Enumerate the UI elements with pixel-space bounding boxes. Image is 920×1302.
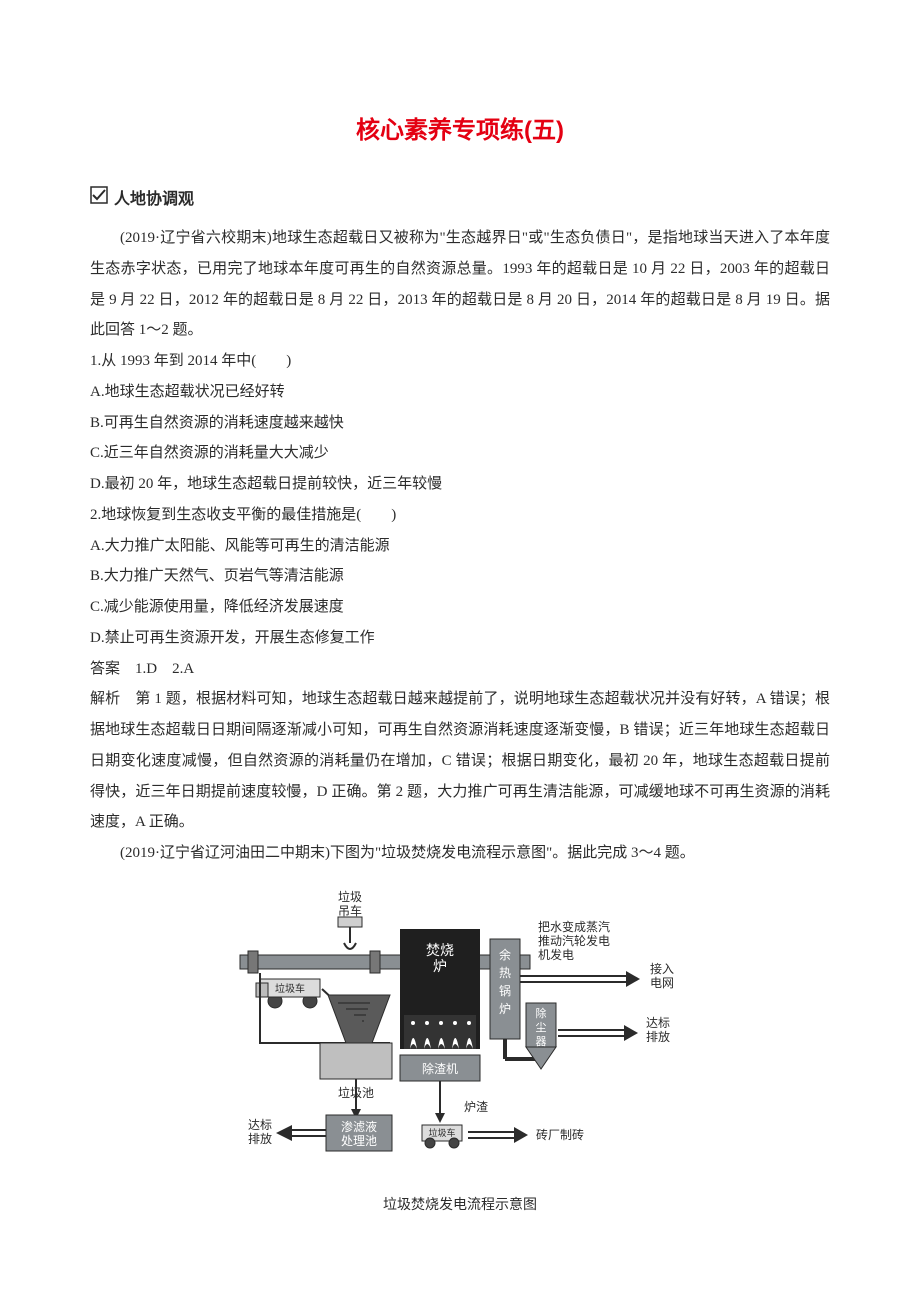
svg-text:把水变成蒸汽: 把水变成蒸汽 (538, 919, 610, 934)
q1-option-a: A.地球生态超载状况已经好转 (90, 377, 830, 408)
svg-text:尘: 尘 (536, 1021, 547, 1034)
page-title: 核心素养专项练(五) (90, 110, 830, 145)
svg-text:达标: 达标 (646, 1016, 670, 1030)
q2-option-d: D.禁止可再生资源开发，开展生态修复工作 (90, 623, 830, 654)
svg-text:炉: 炉 (499, 1002, 511, 1016)
svg-text:处理池: 处理池 (341, 1134, 377, 1148)
svg-text:焚烧: 焚烧 (426, 943, 454, 959)
waste-incineration-diagram: 垃圾吊车垃圾车垃圾池焚烧炉除渣机余热锅炉把水变成蒸汽推动汽轮发电机发电接入电网除… (220, 883, 700, 1183)
q1-option-b: B.可再生自然资源的消耗速度越来越快 (90, 408, 830, 439)
q2-stem: 2.地球恢复到生态收支平衡的最佳措施是( ) (90, 500, 830, 531)
q2-option-b: B.大力推广天然气、页岩气等清洁能源 (90, 561, 830, 592)
svg-text:排放: 排放 (248, 1131, 272, 1146)
svg-text:除渣机: 除渣机 (422, 1061, 458, 1076)
diagram-caption: 垃圾焚烧发电流程示意图 (90, 1194, 830, 1214)
q2-option-a: A.大力推广太阳能、风能等可再生的清洁能源 (90, 531, 830, 562)
q1-option-d: D.最初 20 年，地球生态超载日提前较快，近三年较慢 (90, 469, 830, 500)
svg-text:热: 热 (499, 966, 511, 980)
svg-text:垃圾: 垃圾 (338, 889, 362, 904)
section-head-label: 人地协调观 (114, 185, 194, 209)
svg-text:器: 器 (536, 1035, 547, 1048)
svg-text:达标: 达标 (248, 1118, 272, 1132)
q2-option-c: C.减少能源使用量，降低经济发展速度 (90, 592, 830, 623)
svg-text:锅: 锅 (499, 983, 511, 998)
q1-stem: 1.从 1993 年到 2014 年中( ) (90, 346, 830, 377)
svg-text:机发电: 机发电 (538, 947, 574, 962)
svg-text:电网: 电网 (650, 976, 674, 990)
svg-text:渗滤液: 渗滤液 (341, 1119, 377, 1134)
svg-text:推动汽轮发电: 推动汽轮发电 (538, 933, 610, 948)
analysis: 解析 第 1 题，根据材料可知，地球生态超载日越来越提前了，说明地球生态超载状况… (90, 684, 830, 838)
svg-text:余: 余 (499, 947, 511, 962)
svg-text:炉渣: 炉渣 (464, 1100, 488, 1114)
q1-option-c: C.近三年自然资源的消耗量大大减少 (90, 438, 830, 469)
svg-text:吊车: 吊车 (338, 903, 362, 918)
svg-text:除: 除 (536, 1006, 547, 1020)
svg-text:砖厂制砖: 砖厂制砖 (536, 1127, 584, 1142)
svg-text:排放: 排放 (646, 1029, 670, 1044)
passage1-intro: (2019·辽宁省六校期末)地球生态超载日又被称为"生态越界日"或"生态负债日"… (90, 223, 830, 346)
passage2-intro: (2019·辽宁省辽河油田二中期末)下图为"垃圾焚烧发电流程示意图"。据此完成 … (90, 838, 830, 869)
section-head: 人地协调观 (90, 185, 830, 209)
page: 核心素养专项练(五) 人地协调观 (2019·辽宁省六校期末)地球生态超载日又被… (0, 0, 920, 1302)
svg-text:炉: 炉 (433, 959, 447, 975)
svg-text:垃圾车: 垃圾车 (428, 1127, 455, 1138)
svg-text:接入: 接入 (650, 961, 674, 976)
checkbox-icon (90, 186, 108, 209)
diagram-figure: 垃圾吊车垃圾车垃圾池焚烧炉除渣机余热锅炉把水变成蒸汽推动汽轮发电机发电接入电网除… (90, 883, 830, 1214)
svg-text:垃圾车: 垃圾车 (275, 982, 305, 995)
answer-line: 答案 1.D 2.A (90, 654, 830, 685)
